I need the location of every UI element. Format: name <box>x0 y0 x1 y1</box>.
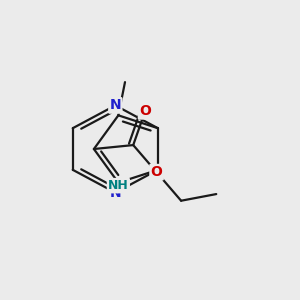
Text: O: O <box>151 165 163 179</box>
Text: N: N <box>110 186 121 200</box>
Text: N: N <box>110 98 121 112</box>
Text: O: O <box>139 104 151 118</box>
Text: NH: NH <box>108 179 129 192</box>
